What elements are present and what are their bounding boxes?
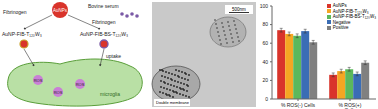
svg-text:ROS: ROS xyxy=(54,90,63,95)
svg-text:100: 100 xyxy=(260,3,269,9)
svg-text:60: 60 xyxy=(262,40,268,46)
html-text:AuNP-FIB-BS-T₁₂₀W₃: AuNP-FIB-BS-T₁₂₀W₃ xyxy=(332,14,376,19)
svg-text:Fibrinogen: Fibrinogen xyxy=(92,19,116,25)
svg-text:AuNP-FIB-T₁₂₀W₃: AuNP-FIB-T₁₂₀W₃ xyxy=(8,31,42,37)
svg-text:20: 20 xyxy=(262,77,268,83)
svg-text:0: 0 xyxy=(265,96,268,102)
svg-text:% ROS(-) Cells: % ROS(-) Cells xyxy=(281,102,316,108)
svg-text:AuNPs: AuNPs xyxy=(53,8,68,13)
svg-text:40: 40 xyxy=(262,59,268,65)
html-text:Negative: Negative xyxy=(332,19,351,25)
svg-text:uptake: uptake xyxy=(106,53,121,59)
svg-text:AuNP-FIB-BS-T₁₂₀W₃: AuNP-FIB-BS-T₁₂₀W₃ xyxy=(80,31,128,37)
html-text:AuNPs: AuNPs xyxy=(332,3,347,8)
svg-text:ROS: ROS xyxy=(34,78,43,83)
svg-text:microglia: microglia xyxy=(100,91,120,97)
svg-text:80: 80 xyxy=(262,21,268,27)
svg-text:Bovine serum: Bovine serum xyxy=(88,3,119,9)
svg-text:Double membrane: Double membrane xyxy=(156,100,190,105)
svg-text:ROS: ROS xyxy=(76,82,85,87)
svg-text:Fibrinogen: Fibrinogen xyxy=(8,9,27,15)
svg-text:% ROS(+)Cells: % ROS(+)Cells xyxy=(339,102,362,109)
svg-text:500nm: 500nm xyxy=(232,7,246,12)
html-text:Positive: Positive xyxy=(332,25,349,30)
html-text:AuNP-FIB-T₁₂₀W₃: AuNP-FIB-T₁₂₀W₃ xyxy=(332,8,369,14)
